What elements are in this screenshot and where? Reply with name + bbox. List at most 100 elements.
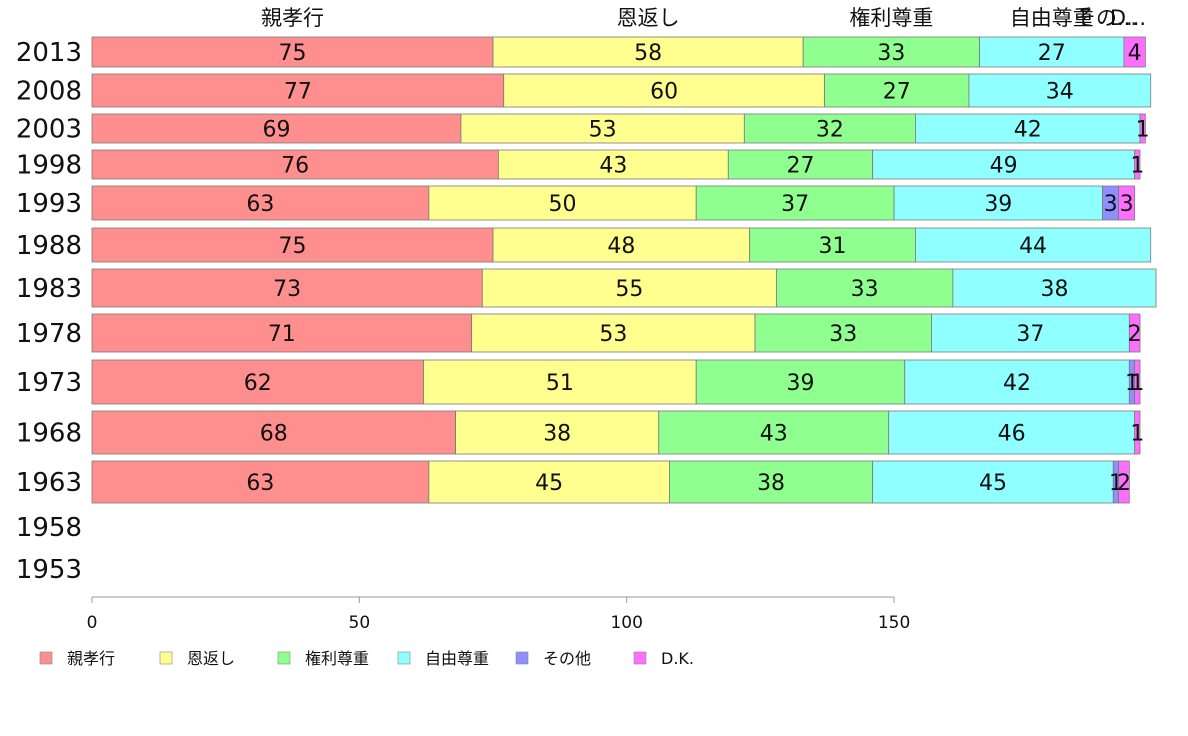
bar-1973-series-5: [1134, 359, 1141, 405]
bar-1963-series-0: [91, 460, 430, 504]
series-header-1: 恩返し: [617, 6, 680, 30]
bar-1998-series-1: [497, 149, 729, 180]
bar-2008-series-2: [824, 73, 970, 108]
legend-swatch-4: [515, 651, 529, 665]
bar-1988-series-1: [492, 227, 751, 263]
data-label-2003-series-2: 32: [816, 118, 844, 143]
bar-1993-series-0: [91, 185, 430, 221]
bar-1963-series-2: [669, 460, 874, 504]
year-label-1968: 1968: [16, 419, 82, 449]
data-label-1963-series-1: 45: [535, 471, 563, 496]
data-label-1973-series-5: 1: [1130, 371, 1144, 396]
data-label-1978-series-2: 33: [829, 322, 857, 347]
data-label-1978-series-1: 53: [599, 322, 627, 347]
bar-2013-series-0: [91, 36, 494, 68]
data-label-1983-series-0: 73: [273, 277, 301, 302]
year-label-1983: 1983: [16, 274, 82, 304]
bar-1963-series-1: [428, 460, 670, 504]
x-tick-label-0: 0: [87, 613, 98, 633]
bar-1968-series-0: [91, 410, 456, 455]
data-label-1968-series-5: 1: [1130, 422, 1144, 447]
data-label-1973-series-2: 39: [786, 371, 814, 396]
bar-2003-series-5: [1139, 113, 1146, 144]
legend-swatch-3: [397, 651, 411, 665]
bar-1968-series-2: [658, 410, 890, 455]
data-label-2003-series-5: 1: [1136, 118, 1150, 143]
data-label-1998-series-0: 76: [281, 154, 309, 179]
data-label-2013-series-1: 58: [634, 41, 662, 66]
data-label-1968-series-3: 46: [998, 422, 1026, 447]
bar-1998-series-0: [91, 149, 499, 180]
year-label-1993: 1993: [16, 189, 82, 219]
data-label-1978-series-5: 2: [1128, 322, 1142, 347]
bar-2003-series-0: [91, 113, 462, 144]
year-label-1978: 1978: [16, 319, 82, 349]
data-label-1993-series-5: 3: [1120, 192, 1134, 217]
x-tick-label-50: 50: [349, 613, 371, 633]
bar-1978-series-2: [754, 313, 932, 353]
bar-1978-series-0: [91, 313, 473, 353]
bar-2008-series-1: [503, 73, 825, 108]
year-label-2003: 2003: [16, 115, 82, 145]
data-label-2013-series-0: 75: [279, 41, 307, 66]
data-label-2013-series-2: 33: [877, 41, 905, 66]
data-label-1973-series-1: 51: [546, 371, 574, 396]
bar-1983-series-3: [952, 268, 1157, 308]
data-label-2008-series-0: 77: [284, 80, 312, 105]
data-label-1998-series-5: 1: [1130, 154, 1144, 179]
series-header-0: 親孝行: [261, 6, 324, 30]
data-label-1983-series-2: 33: [851, 277, 879, 302]
data-label-1998-series-1: 43: [599, 154, 627, 179]
bar-1978-series-5: [1128, 313, 1141, 353]
data-label-1983-series-3: 38: [1040, 277, 1068, 302]
bar-2013-series-3: [979, 36, 1125, 68]
data-label-1988-series-3: 44: [1019, 234, 1047, 259]
year-label-1958: 1958: [16, 513, 82, 543]
bar-1998-series-3: [872, 149, 1136, 180]
series-header-5: D...: [1110, 6, 1146, 30]
bar-2003-series-2: [743, 113, 916, 144]
data-label-1998-series-3: 49: [990, 154, 1018, 179]
bar-1963-series-3: [872, 460, 1114, 504]
bar-1983-series-2: [776, 268, 954, 308]
legend-label-3: 自由尊重: [425, 649, 489, 668]
bar-1968-series-1: [455, 410, 660, 455]
bar-1973-series-1: [423, 359, 697, 405]
legend-swatch-0: [39, 651, 53, 665]
data-label-1963-series-5: 2: [1117, 471, 1131, 496]
data-label-2008-series-2: 27: [883, 80, 911, 105]
legend: 親孝行 恩返し 権利尊重 自由尊重 その他 D.K.: [39, 649, 694, 668]
bar-1988-series-2: [749, 227, 916, 263]
data-label-1983-series-1: 55: [615, 277, 643, 302]
bar-1973-series-3: [904, 359, 1130, 405]
year-label-2008: 2008: [16, 77, 82, 107]
year-label-1963: 1963: [16, 468, 82, 498]
bar-1978-series-3: [931, 313, 1130, 353]
data-label-1988-series-2: 31: [819, 234, 847, 259]
data-label-1978-series-3: 37: [1016, 322, 1044, 347]
year-label-1988: 1988: [16, 231, 82, 261]
legend-label-0: 親孝行: [67, 649, 115, 668]
year-labels: 2013 2008 2003 1998 1993 1988 1983 1978 1973 1968…: [16, 38, 82, 585]
legend-label-5: D.K.: [661, 649, 694, 668]
year-label-1973: 1973: [16, 368, 82, 398]
data-label-1993-series-0: 63: [246, 192, 274, 217]
data-label-2008-series-3: 34: [1046, 80, 1074, 105]
data-label-1963-series-0: 63: [246, 471, 274, 496]
data-label-1963-series-2: 38: [757, 471, 785, 496]
bar-2003-series-1: [460, 113, 745, 144]
data-label-1973-series-3: 42: [1003, 371, 1031, 396]
year-label-2013: 2013: [16, 38, 82, 68]
year-label-1998: 1998: [16, 151, 82, 181]
data-label-1978-series-0: 71: [268, 322, 296, 347]
data-label-1993-series-1: 50: [549, 192, 577, 217]
bar-1978-series-1: [471, 313, 756, 353]
bar-1988-series-3: [915, 227, 1152, 263]
bar-1998-series-2: [727, 149, 874, 180]
bar-1998-series-5: [1134, 149, 1141, 180]
data-label-1968-series-2: 43: [760, 422, 788, 447]
legend-swatch-2: [277, 651, 291, 665]
legend-label-4: その他: [543, 649, 591, 668]
series-header-2: 権利尊重: [849, 6, 933, 30]
